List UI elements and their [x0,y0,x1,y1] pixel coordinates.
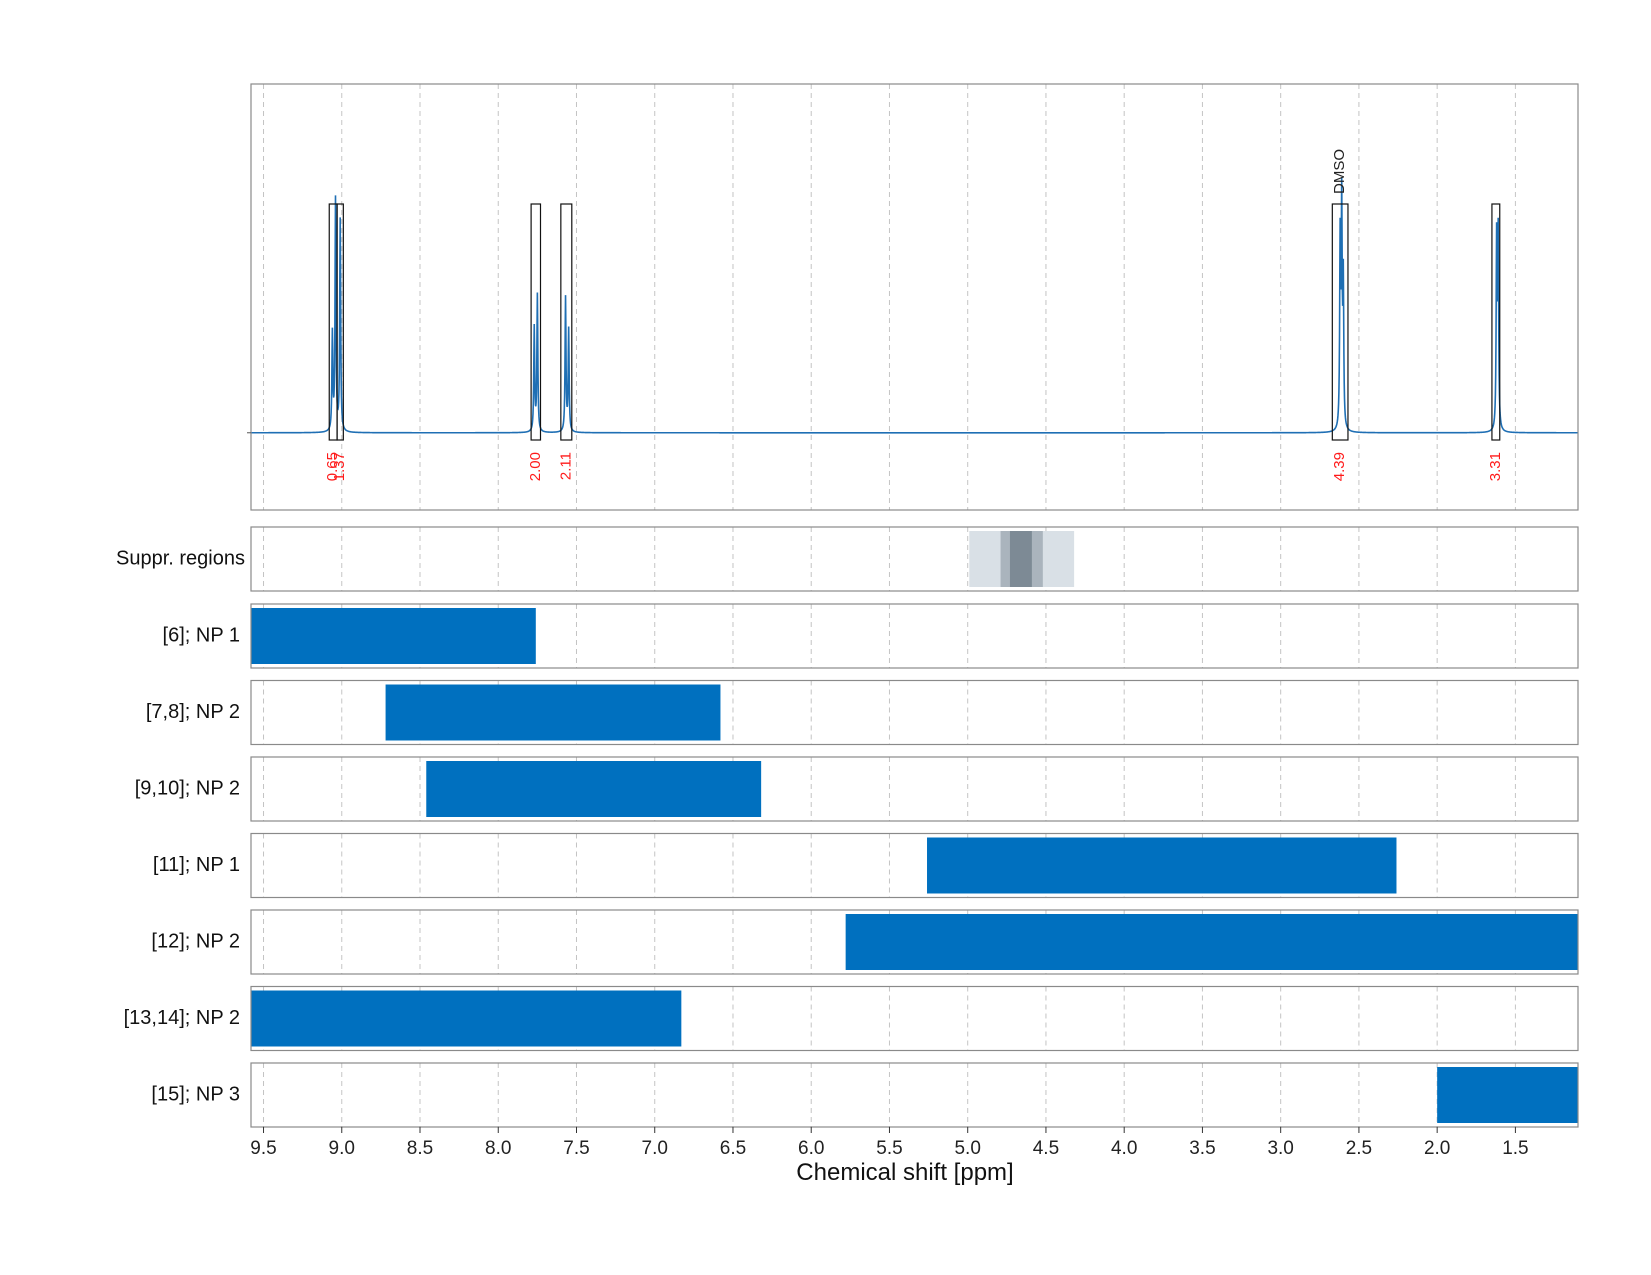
assignment-row-label: [15]; NP 3 [151,1083,240,1105]
integral-value-label: 3.31 [1487,452,1504,481]
integral-value-label: 0.65 [324,452,341,481]
integral-value-label: 1.37 [331,452,348,481]
chart-content: 0.651.37 2.00 2.11 4.39 DMSO 3.31 Suppr. regio… [116,149,1578,1123]
assignment-row-panel [250,679,1579,746]
panel-frames [247,83,1579,1128]
x-tick-label: 7.0 [642,1138,668,1159]
integration-region-box [336,203,344,441]
assignment-row-panel [250,756,1579,822]
x-tick-label: 5.5 [876,1138,902,1159]
assignment-bar [927,837,1397,894]
integral-value-label: 2.11 [557,452,574,480]
spectrum-panel [250,83,1579,511]
suppression-band [1009,531,1032,587]
x-tick-label: 8.0 [485,1138,511,1159]
x-tick-label: 6.5 [720,1138,746,1159]
x-tick-label: 9.5 [250,1138,276,1159]
integration-region-box [1491,203,1501,441]
assignment-row-panel [250,985,1579,1052]
x-tick-label: 2.0 [1424,1138,1450,1159]
assignment-row-panel [250,603,1579,669]
x-tick-label: 8.5 [407,1138,433,1159]
assignment-bar [426,761,762,817]
assignment-row-label: [7,8]; NP 2 [146,701,240,723]
peak-annotation-label: DMSO [1331,149,1348,194]
x-tick-label: 7.5 [563,1138,589,1159]
assignment-row-label: [6]; NP 1 [163,624,240,646]
integration-region-box [560,203,573,441]
x-tick-label: 3.0 [1267,1138,1293,1159]
x-axis-title: Chemical shift [ppm] [796,1159,1013,1186]
assignment-row-panel [250,909,1579,975]
integral-value-label: 2.00 [527,452,544,481]
assignment-bar [385,684,721,741]
x-tick-label: 3.5 [1189,1138,1215,1159]
x-tick-label: 4.0 [1111,1138,1137,1159]
assignment-bar [251,608,536,664]
suppression-row-label: Suppr. regions [116,547,245,569]
suppression-panel [250,526,1579,592]
x-tick-label: 5.0 [954,1138,980,1159]
x-tick-label: 9.0 [329,1138,355,1159]
x-tick-label: 2.5 [1346,1138,1372,1159]
assignment-row-panel [250,1062,1579,1128]
assignment-bar [1437,1067,1578,1123]
integration-region-box [1331,203,1349,441]
assignment-bar [251,990,682,1047]
assignment-row-label: [13,14]; NP 2 [124,1007,240,1029]
assignment-row-label: [11]; NP 1 [153,854,240,876]
x-tick-label: 1.5 [1502,1138,1528,1159]
assignment-bar [845,914,1578,970]
assignment-row-label: [12]; NP 2 [151,930,240,952]
assignment-row-panel [250,832,1579,899]
integral-value-label: 4.39 [1331,452,1348,481]
spectrum-line [251,177,1578,434]
x-tick-label: 4.5 [1033,1138,1059,1159]
assignment-row-label: [9,10]; NP 2 [135,777,240,799]
gridlines [263,84,1516,1127]
x-tick-label: 6.0 [798,1138,824,1159]
x-axis: 9.5 9.0 8.5 8.0 7.5 7.0 6.5 6.0 5.5 5.0 4.5 4.0 3.5 3… [250,1127,1529,1159]
integration-region-box [530,203,542,441]
